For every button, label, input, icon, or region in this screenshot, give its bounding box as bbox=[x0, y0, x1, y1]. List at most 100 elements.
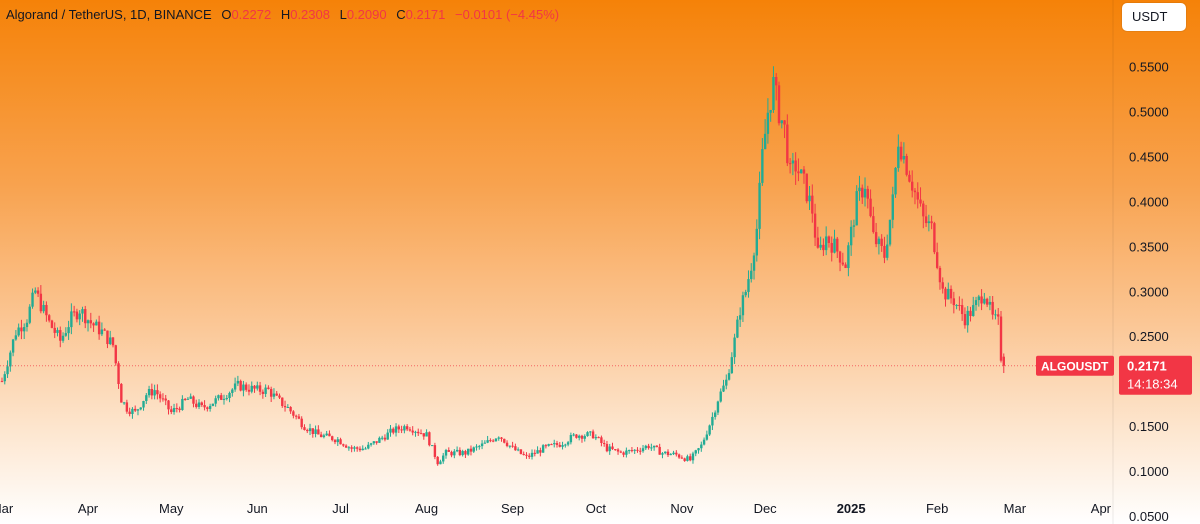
candle-body bbox=[822, 244, 825, 251]
candle-body bbox=[650, 447, 653, 449]
candle-body bbox=[677, 454, 681, 458]
candle-body bbox=[475, 446, 478, 448]
candle-body bbox=[203, 405, 206, 408]
candle-body bbox=[356, 447, 359, 449]
candle-body bbox=[775, 76, 778, 86]
candle-body bbox=[306, 430, 309, 432]
candle-body bbox=[886, 244, 889, 258]
candle-body bbox=[533, 452, 536, 454]
candle-body bbox=[594, 437, 598, 439]
candle-body bbox=[56, 330, 59, 333]
candle-body bbox=[34, 290, 37, 293]
candle-body bbox=[258, 385, 262, 392]
candle-body bbox=[547, 444, 550, 446]
candle-body bbox=[469, 448, 473, 452]
candle-body bbox=[891, 194, 894, 220]
y-tick-label: 0.5000 bbox=[1129, 105, 1169, 120]
candle-body bbox=[686, 456, 689, 461]
candle-body bbox=[536, 450, 539, 454]
candle-body bbox=[0, 381, 4, 383]
candle-body bbox=[72, 311, 76, 313]
candle-body bbox=[858, 187, 861, 192]
candle-body bbox=[997, 314, 1000, 317]
candle-body bbox=[566, 442, 570, 445]
candle-body bbox=[505, 442, 509, 446]
candle-body bbox=[947, 288, 950, 300]
candle-body bbox=[852, 225, 856, 227]
candle-body bbox=[927, 221, 931, 224]
candle-body bbox=[353, 447, 356, 449]
candle-body bbox=[314, 429, 317, 434]
candle-body bbox=[333, 440, 337, 443]
candle-body bbox=[480, 443, 484, 447]
x-tick-label: Apr bbox=[1091, 501, 1112, 516]
candle-body bbox=[261, 391, 265, 394]
candle-body bbox=[467, 448, 470, 455]
currency-button[interactable]: USDT bbox=[1122, 3, 1186, 31]
candle-body bbox=[755, 228, 758, 256]
candle-body bbox=[558, 444, 561, 447]
candle-body bbox=[794, 160, 797, 172]
candle-body bbox=[453, 451, 456, 456]
candle-body bbox=[436, 456, 439, 465]
x-tick-label: Dec bbox=[754, 501, 778, 516]
candle-body bbox=[50, 320, 54, 328]
candle-body bbox=[700, 444, 703, 449]
candle-body bbox=[561, 445, 564, 447]
candle-body bbox=[902, 155, 906, 160]
candle-body bbox=[894, 167, 897, 195]
candle-body bbox=[985, 298, 989, 305]
candle-body bbox=[802, 169, 806, 174]
candle-body bbox=[167, 400, 170, 410]
candle-body bbox=[122, 402, 126, 404]
candle-body bbox=[788, 163, 792, 165]
candle-body bbox=[147, 388, 151, 396]
candle-body bbox=[267, 387, 270, 389]
candle-body bbox=[358, 448, 362, 451]
candle-body bbox=[3, 374, 6, 382]
candle-body bbox=[655, 445, 659, 447]
candle-body bbox=[380, 437, 384, 439]
candle-body bbox=[111, 337, 115, 346]
candle-body bbox=[414, 431, 417, 433]
candle-body bbox=[589, 431, 592, 433]
candle-body bbox=[486, 440, 489, 443]
candle-body bbox=[6, 366, 9, 375]
candle-body bbox=[694, 450, 697, 454]
candle-body bbox=[286, 407, 290, 409]
candle-body bbox=[830, 242, 833, 253]
candle-body bbox=[189, 396, 192, 399]
candle-body bbox=[872, 216, 875, 233]
candle-body bbox=[347, 447, 351, 449]
candle-body bbox=[439, 461, 442, 465]
candle-body bbox=[611, 446, 614, 450]
candle-body bbox=[31, 292, 34, 307]
candle-body bbox=[616, 449, 620, 452]
candle-body bbox=[64, 333, 68, 336]
candle-body bbox=[106, 330, 109, 345]
candle-body bbox=[666, 451, 670, 456]
candle-body bbox=[999, 316, 1003, 361]
x-tick-label: Nov bbox=[670, 501, 694, 516]
y-tick-label: 0.4500 bbox=[1129, 150, 1169, 165]
candle-body bbox=[245, 384, 248, 390]
candle-body bbox=[100, 329, 104, 335]
candle-body bbox=[622, 452, 625, 455]
candle-body bbox=[447, 450, 450, 452]
high-label: H bbox=[280, 7, 291, 22]
candle-body bbox=[827, 236, 831, 243]
candle-body bbox=[405, 426, 409, 430]
candle-body bbox=[294, 415, 298, 417]
candle-body bbox=[197, 402, 201, 407]
candle-body bbox=[308, 428, 312, 432]
candle-body bbox=[23, 327, 26, 332]
candle-body bbox=[930, 221, 933, 224]
candle-body bbox=[508, 445, 512, 447]
candle-body bbox=[472, 447, 475, 452]
candle-body bbox=[411, 430, 414, 433]
candle-body bbox=[627, 450, 631, 452]
candle-body bbox=[888, 219, 892, 245]
x-tick-label: Mar bbox=[1004, 501, 1027, 516]
